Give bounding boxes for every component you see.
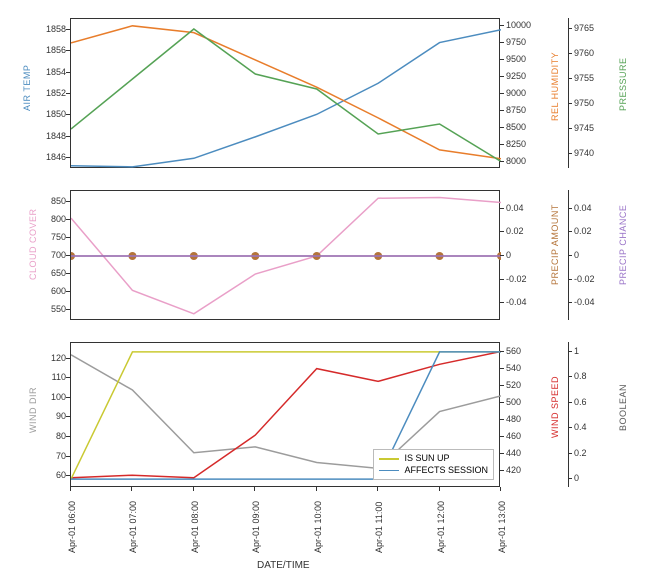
ytick: 0.6 [574, 397, 587, 407]
ytick: 540 [506, 363, 521, 373]
xtick: Apr-01 08:00 [190, 501, 200, 553]
precip_amount-label: PRECIP AMOUNT [550, 204, 560, 285]
ytick: 1846 [26, 152, 66, 162]
ytick: 1 [574, 346, 579, 356]
ytick: 1852 [26, 88, 66, 98]
ytick: 9740 [574, 148, 594, 158]
ytick: 9000 [506, 88, 526, 98]
rel_humidity-line [71, 26, 501, 159]
ytick: 9500 [506, 54, 526, 64]
ytick: 850 [26, 196, 66, 206]
ytick: 560 [506, 346, 521, 356]
panel-0-svg [71, 19, 501, 169]
ytick: 9755 [574, 73, 594, 83]
xtick: Apr-01 13:00 [497, 501, 507, 553]
wind_speed-label: WIND SPEED [550, 375, 560, 437]
ytick: 0 [506, 250, 511, 260]
xtick: Apr-01 06:00 [67, 501, 77, 553]
ytick: 0.02 [574, 226, 592, 236]
ytick: 1856 [26, 45, 66, 55]
ytick: 9750 [506, 37, 526, 47]
ytick: 0 [574, 473, 579, 483]
xtick: Apr-01 07:00 [128, 501, 138, 553]
ytick: 9765 [574, 23, 594, 33]
ytick: 520 [506, 380, 521, 390]
ytick: 480 [506, 414, 521, 424]
ytick: 0.2 [574, 448, 587, 458]
ytick: 1854 [26, 67, 66, 77]
ytick: -0.02 [574, 274, 595, 284]
ytick: -0.02 [506, 274, 527, 284]
ytick: 9750 [574, 98, 594, 108]
ytick: 8500 [506, 122, 526, 132]
xtick: Apr-01 09:00 [251, 501, 261, 553]
ytick: 8750 [506, 105, 526, 115]
panel-1-svg [71, 191, 501, 321]
ytick: 8250 [506, 139, 526, 149]
pressure-line [71, 29, 501, 162]
ytick: 110 [26, 372, 66, 382]
boolean-label: BOOLEAN [618, 384, 628, 431]
xtick: Apr-01 12:00 [436, 501, 446, 553]
ytick: 0.8 [574, 371, 587, 381]
panel-0 [70, 18, 500, 168]
ytick: 600 [26, 286, 66, 296]
ytick: 9250 [506, 71, 526, 81]
ytick: -0.04 [574, 297, 595, 307]
xtick: Apr-01 11:00 [374, 502, 384, 553]
ytick: -0.04 [506, 297, 527, 307]
pressure-label: PRESSURE [618, 58, 628, 112]
ytick: 120 [26, 353, 66, 363]
air_temp-label: AIR TEMP [22, 65, 32, 111]
cloud_cover-label: CLOUD COVER [28, 209, 38, 281]
ytick: 550 [26, 304, 66, 314]
ytick: 0.04 [574, 203, 592, 213]
precip_chance-label: PRECIP CHANCE [618, 205, 628, 285]
rel_humidity-label: REL HUMIDITY [550, 51, 560, 120]
xtick: Apr-01 10:00 [313, 501, 323, 553]
ytick: 70 [26, 451, 66, 461]
panel-1 [70, 190, 500, 320]
ytick: 0.02 [506, 226, 524, 236]
wind_dir-label: WIND DIR [28, 387, 38, 433]
x-axis-label: DATE/TIME [257, 560, 310, 571]
air_temp-line [71, 30, 501, 167]
ytick: 10000 [506, 20, 531, 30]
ytick: 0.04 [506, 203, 524, 213]
legend: IS SUN UPAFFECTS SESSION [373, 449, 494, 480]
ytick: 0.4 [574, 422, 587, 432]
ytick: 440 [506, 448, 521, 458]
ytick: 1858 [26, 24, 66, 34]
ytick: 460 [506, 431, 521, 441]
ytick: 1850 [26, 109, 66, 119]
ytick: 60 [26, 470, 66, 480]
ytick: 1848 [26, 131, 66, 141]
ytick: 8000 [506, 156, 526, 166]
ytick: 420 [506, 465, 521, 475]
ytick: 500 [506, 397, 521, 407]
ytick: 0 [574, 250, 579, 260]
ytick: 9745 [574, 123, 594, 133]
ytick: 9760 [574, 48, 594, 58]
